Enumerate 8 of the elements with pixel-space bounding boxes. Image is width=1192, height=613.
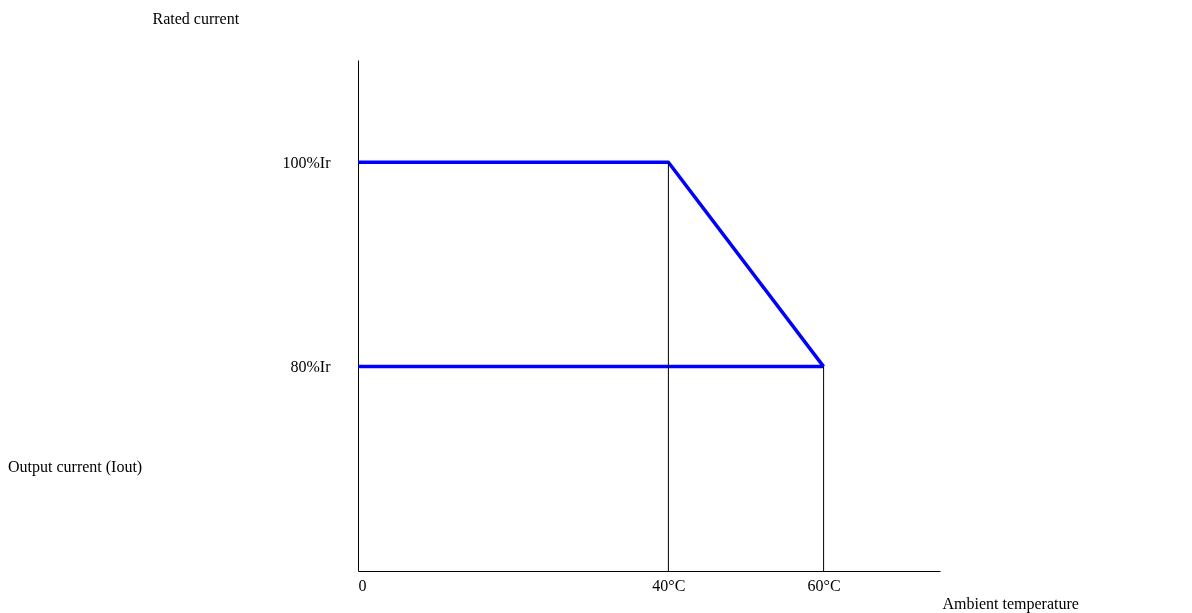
x-tick-label: 0 xyxy=(358,576,367,594)
x-tick-label: 60°C xyxy=(807,576,841,594)
x-axis-title: Ambient temperature xyxy=(942,594,1079,613)
y-tick-label: 80%Ir xyxy=(290,358,332,376)
y-tick-label: 100%Ir xyxy=(282,153,332,171)
y-axis-title: Rated current xyxy=(152,9,240,27)
x-tick-label: 40°C xyxy=(652,576,686,594)
text: Output current (Iout) xyxy=(8,458,143,476)
